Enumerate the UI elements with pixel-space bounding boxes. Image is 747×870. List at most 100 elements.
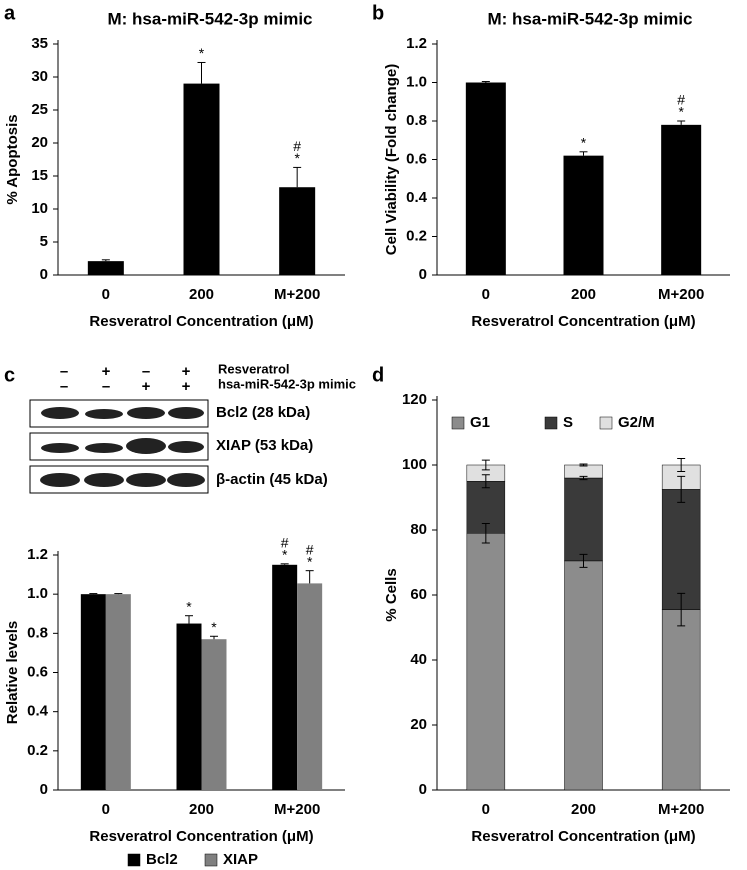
bar-segment [661, 489, 701, 610]
legend-swatch [451, 416, 465, 430]
significance-mark: * [678, 104, 684, 120]
y-tick-label: 120 [402, 391, 427, 408]
significance-mark: * [307, 553, 313, 569]
y-tick-label: 0.2 [406, 227, 427, 244]
y-tick-label: 35 [31, 35, 48, 52]
y-tick-label: 80 [410, 521, 427, 538]
x-axis-label: Resveratrol Concentration (μM) [471, 313, 695, 330]
bar [87, 261, 124, 275]
x-tick-label: M+200 [274, 286, 320, 303]
y-tick-label: 25 [31, 101, 48, 118]
significance-mark: # [677, 92, 685, 108]
sign: – [142, 363, 150, 380]
sign: + [182, 378, 191, 395]
sign: – [60, 378, 68, 395]
y-tick-label: 1.0 [27, 585, 48, 602]
panel-label: d [372, 364, 384, 386]
chart-title: M: hsa-miR-542-3p mimic [488, 9, 693, 28]
bar-segment [564, 560, 603, 791]
legend-label: G2/M [618, 414, 655, 431]
western-blot [29, 399, 209, 494]
y-tick-label: 0.8 [27, 624, 48, 641]
significance-mark: * [581, 135, 587, 151]
bar [465, 82, 506, 275]
legend-swatch [204, 853, 218, 867]
sign: + [182, 363, 191, 380]
y-tick-label: 0.4 [27, 703, 49, 720]
y-tick-label: 0.2 [27, 742, 48, 759]
x-tick-label: 200 [189, 286, 214, 303]
bar [279, 187, 316, 275]
legend-label: S [563, 414, 573, 431]
band-label: Bcl2 (28 kDa) [216, 404, 310, 421]
x-tick-label: 200 [189, 801, 214, 818]
bar [661, 124, 702, 275]
band-label: β-actin (45 kDa) [216, 471, 328, 488]
y-tick-label: 60 [410, 586, 427, 603]
y-tick-label: 0.8 [406, 112, 427, 129]
x-tick-label: M+200 [274, 801, 320, 818]
sign: – [102, 378, 110, 395]
treatment-label: Resveratrol [218, 361, 290, 376]
y-tick-label: 1.0 [406, 73, 427, 90]
legend-swatch [544, 416, 558, 430]
y-tick-label: 1.2 [27, 546, 48, 563]
x-tick-label: 0 [482, 801, 490, 818]
bar [563, 155, 604, 275]
y-axis-label: % Apoptosis [4, 114, 21, 204]
bar [183, 83, 220, 275]
significance-mark: * [186, 598, 192, 614]
significance-mark: * [294, 150, 300, 166]
x-tick-label: M+200 [658, 801, 704, 818]
y-axis-label: % Cells [383, 568, 400, 621]
x-tick-label: 200 [571, 801, 596, 818]
bands [40, 407, 205, 487]
panel-label: c [4, 364, 15, 386]
x-tick-label: 0 [102, 801, 110, 818]
band-label: XIAP (53 kDa) [216, 437, 313, 454]
x-tick-label: M+200 [658, 286, 704, 303]
legend-label: G1 [470, 414, 490, 431]
y-tick-label: 15 [31, 167, 48, 184]
y-axis-label: Cell Viability (Fold change) [383, 64, 400, 255]
y-tick-label: 10 [31, 200, 48, 217]
significance-mark: * [199, 45, 205, 61]
bar [272, 564, 298, 790]
treatment-label: hsa-miR-542-3p mimic [218, 376, 356, 391]
x-axis-label: Resveratrol Concentration (μM) [89, 313, 313, 330]
y-tick-label: 0 [40, 266, 48, 283]
sign: + [102, 363, 111, 380]
bar-segment [661, 609, 701, 791]
y-tick-label: 20 [31, 134, 48, 151]
chart-title: M: hsa-miR-542-3p mimic [108, 9, 313, 28]
x-tick-label: 200 [571, 286, 596, 303]
panel-label: b [372, 2, 384, 24]
bar [297, 583, 323, 790]
significance-mark: * [282, 547, 288, 563]
x-tick-label: 0 [102, 286, 110, 303]
bar [80, 594, 106, 790]
bar-segment [564, 477, 603, 562]
bar [201, 639, 227, 790]
y-tick-label: 100 [402, 456, 427, 473]
y-tick-label: 0.4 [406, 189, 428, 206]
y-tick-label: 0 [419, 781, 427, 798]
legend-swatch [599, 416, 613, 430]
y-tick-label: 0.6 [27, 663, 48, 680]
panel-label: a [4, 2, 16, 24]
significance-mark: * [211, 619, 217, 635]
legend-swatch [127, 853, 141, 867]
bar [176, 623, 202, 790]
x-tick-label: 0 [482, 286, 490, 303]
y-tick-label: 5 [40, 233, 48, 250]
y-tick-label: 0 [419, 266, 427, 283]
y-tick-label: 20 [410, 716, 427, 733]
sign: – [60, 363, 68, 380]
y-axis-label: Relative levels [4, 621, 21, 724]
x-axis-label: Resveratrol Concentration (μM) [471, 828, 695, 845]
legend-label: XIAP [223, 851, 258, 868]
significance-mark: # [293, 138, 301, 154]
y-tick-label: 0.6 [406, 150, 427, 167]
legend-label: Bcl2 [146, 851, 178, 868]
